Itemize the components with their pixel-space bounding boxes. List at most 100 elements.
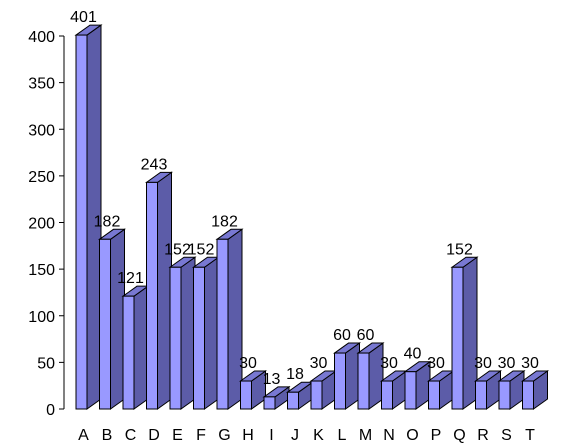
bar-h bbox=[238, 370, 268, 410]
y-tick-label: 0 bbox=[46, 402, 55, 419]
data-label-o: 40 bbox=[404, 346, 422, 363]
bar-front-face bbox=[522, 380, 534, 410]
x-category-label: K bbox=[313, 427, 324, 443]
data-label-c: 121 bbox=[117, 270, 144, 287]
bar-front-face bbox=[216, 238, 229, 410]
bar-front-face bbox=[475, 380, 487, 410]
bar-front-face bbox=[240, 380, 252, 410]
x-category-label: P bbox=[431, 427, 442, 443]
bar-side-face bbox=[227, 228, 243, 410]
bar-e bbox=[168, 256, 197, 410]
data-label-k: 30 bbox=[310, 355, 328, 372]
bar-f bbox=[191, 256, 221, 410]
bar-side-face bbox=[368, 342, 384, 410]
bar-front-face bbox=[75, 34, 88, 410]
bar-o bbox=[403, 360, 432, 410]
y-tick-label: 400 bbox=[28, 29, 55, 46]
data-label-f: 152 bbox=[188, 241, 215, 258]
bar-front-face bbox=[193, 266, 205, 410]
bar-side-face bbox=[157, 171, 172, 410]
y-tick-label: 100 bbox=[28, 309, 55, 326]
x-category-label: F bbox=[196, 427, 206, 443]
y-tick-label: 200 bbox=[28, 216, 55, 233]
x-category-label: S bbox=[501, 427, 512, 443]
bar-side-face bbox=[133, 285, 149, 410]
bar-front-face bbox=[498, 380, 511, 410]
x-category-label: Q bbox=[453, 427, 465, 443]
bar-j bbox=[285, 381, 315, 410]
x-category-label: C bbox=[125, 427, 137, 443]
x-category-label: D bbox=[148, 427, 160, 443]
data-label-b: 182 bbox=[94, 213, 121, 230]
data-label-s: 30 bbox=[498, 355, 516, 372]
bar-side-face bbox=[180, 256, 196, 410]
x-category-label: J bbox=[291, 427, 299, 443]
bar-c bbox=[121, 285, 150, 410]
bar-front-face bbox=[428, 380, 440, 410]
bar-t bbox=[520, 370, 550, 410]
bar-n bbox=[379, 370, 409, 410]
y-tick-label: 300 bbox=[28, 122, 55, 139]
bar-p bbox=[426, 370, 456, 410]
bar-front-face bbox=[381, 380, 393, 410]
data-label-t: 30 bbox=[521, 355, 539, 372]
data-label-a: 401 bbox=[70, 9, 97, 26]
y-tick-label: 50 bbox=[37, 355, 55, 372]
bar-front-face bbox=[146, 181, 158, 410]
bar-front-face bbox=[169, 266, 182, 410]
data-label-p: 30 bbox=[427, 355, 445, 372]
bar-front-face bbox=[310, 380, 323, 410]
bar-q bbox=[450, 256, 479, 410]
y-tick-label: 350 bbox=[28, 76, 55, 93]
data-label-e: 152 bbox=[164, 241, 191, 258]
bar-i bbox=[262, 385, 291, 410]
x-category-label: T bbox=[525, 427, 535, 443]
bar-front-face bbox=[122, 295, 135, 410]
x-category-label: O bbox=[406, 427, 418, 443]
x-category-label: M bbox=[359, 427, 372, 443]
bar-front-face bbox=[357, 352, 370, 410]
y-tick-label: 250 bbox=[28, 169, 55, 186]
data-label-h: 30 bbox=[239, 355, 257, 372]
bar-r bbox=[473, 370, 503, 410]
data-label-i: 13 bbox=[263, 371, 281, 388]
data-label-j: 18 bbox=[286, 366, 304, 383]
y-tick-label: 150 bbox=[28, 262, 55, 279]
bar-front-face bbox=[334, 352, 346, 410]
bar-side-face bbox=[110, 228, 125, 410]
bar-k bbox=[309, 370, 338, 410]
bar-front-face bbox=[451, 266, 464, 410]
bar-m bbox=[356, 342, 385, 410]
data-label-g: 182 bbox=[211, 213, 238, 230]
bar-side-face bbox=[462, 256, 478, 410]
bar-side-face bbox=[204, 256, 219, 410]
bar-g bbox=[215, 228, 244, 410]
bar-b bbox=[97, 228, 127, 410]
x-category-label: N bbox=[383, 427, 395, 443]
bar-front-face bbox=[404, 371, 417, 410]
x-category-label: I bbox=[269, 427, 273, 443]
bar-l bbox=[332, 342, 362, 410]
x-category-label: R bbox=[477, 427, 489, 443]
data-label-m: 60 bbox=[357, 327, 375, 344]
bar-s bbox=[497, 370, 526, 410]
data-label-q: 152 bbox=[446, 241, 473, 258]
bar-d bbox=[144, 171, 174, 410]
data-label-r: 30 bbox=[474, 355, 492, 372]
x-category-label: L bbox=[338, 427, 347, 443]
x-category-label: H bbox=[242, 427, 254, 443]
bar-front-face bbox=[287, 391, 299, 410]
bar-a bbox=[74, 24, 103, 410]
data-label-l: 60 bbox=[333, 327, 351, 344]
bar-front-face bbox=[263, 396, 276, 410]
y-axis: 0 50 100 150 200 250 300 350 400 bbox=[28, 29, 65, 419]
x-category-label: A bbox=[78, 427, 89, 443]
x-category-label: G bbox=[218, 427, 230, 443]
data-label-d: 243 bbox=[141, 156, 168, 173]
data-label-n: 30 bbox=[380, 355, 398, 372]
x-category-label: B bbox=[102, 427, 113, 443]
x-category-label: E bbox=[172, 427, 183, 443]
